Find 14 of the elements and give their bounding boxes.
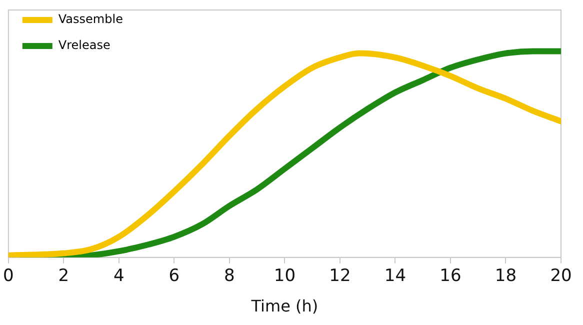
x-tick-label: 12 — [329, 266, 351, 286]
x-tick-label: 8 — [224, 266, 235, 286]
legend-label: Vassemble — [58, 12, 123, 26]
legend-label: Vrelease — [58, 38, 110, 52]
x-tick-label: 6 — [168, 266, 180, 286]
x-tick-label: 4 — [114, 266, 124, 286]
x-tick-label: 2 — [58, 266, 70, 286]
x-tick-label: 10 — [274, 266, 296, 286]
x-axis-title: Time (h) — [250, 296, 318, 316]
x-tick-label: 20 — [550, 266, 572, 286]
x-tick-label: 14 — [384, 266, 406, 286]
x-tick-label: 18 — [494, 266, 517, 286]
x-tick-label: 0 — [2, 266, 14, 286]
x-tick-label: 16 — [440, 266, 462, 286]
